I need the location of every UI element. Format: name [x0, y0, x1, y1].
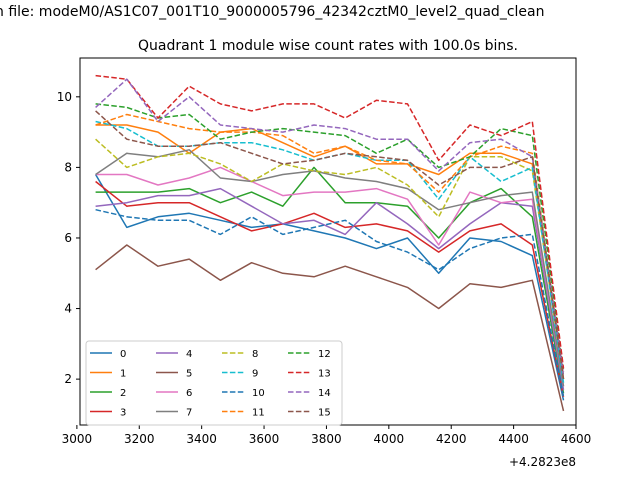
series-line-12: [95, 103, 565, 373]
y-tick-label: 2: [64, 372, 72, 386]
y-tick-label: 4: [64, 302, 72, 316]
legend-label-15: 15: [318, 408, 331, 419]
series-line-6: [95, 166, 565, 387]
legend-label-4: 4: [186, 349, 192, 360]
legend-label-10: 10: [252, 388, 265, 399]
legend-label-5: 5: [186, 369, 192, 380]
legend-label-13: 13: [318, 369, 331, 380]
series-line-7: [95, 149, 565, 387]
x-tick-label: 4600: [561, 432, 592, 446]
x-tick-label: 3400: [186, 432, 217, 446]
series-line-4: [95, 187, 565, 390]
series-line-0: [94, 174, 565, 401]
x-tick-label: 4200: [436, 432, 467, 446]
series-line-10: [95, 208, 565, 397]
x-tick-label: 4400: [498, 432, 529, 446]
series-line-15: [95, 110, 565, 380]
x-offset-label: +4.2823e8: [509, 455, 576, 469]
legend-label-8: 8: [252, 349, 258, 360]
y-tick-label: 10: [57, 90, 72, 104]
series-line-3: [95, 180, 565, 397]
legend-label-2: 2: [120, 388, 126, 399]
x-tick-label: 3200: [124, 432, 155, 446]
series-line-11: [95, 113, 565, 376]
x-tick-label: 3600: [249, 432, 280, 446]
series-line-13: [95, 74, 565, 369]
x-tick-label: 3000: [62, 432, 93, 446]
series-line-1: [95, 124, 565, 380]
series-line-5: [95, 244, 565, 412]
legend-label-0: 0: [120, 349, 126, 360]
legend-label-1: 1: [120, 369, 126, 380]
legend-label-6: 6: [186, 388, 192, 399]
legend-label-7: 7: [186, 408, 192, 419]
x-tick-label: 3800: [311, 432, 342, 446]
legend-label-3: 3: [120, 408, 126, 419]
y-tick-label: 8: [64, 160, 72, 174]
legend-label-12: 12: [318, 349, 331, 360]
chart-title: Quadrant 1 module wise count rates with …: [138, 38, 518, 54]
plot-area: [94, 74, 565, 412]
legend-box: [85, 340, 343, 426]
x-tick-label: 4000: [374, 432, 405, 446]
x-axis: 3000 3200 3400 3600 3800 4000 4200 4400 4600: [62, 425, 592, 446]
series-line-14: [95, 78, 565, 376]
y-axis: 2 4 6 8 10: [57, 90, 80, 386]
series-line-2: [95, 166, 565, 394]
legend-label-9: 9: [252, 369, 258, 380]
figure-suptitle: n file: modeM0/AS1C07_001T10_9000005796_…: [0, 4, 544, 20]
series-layer: [94, 74, 565, 412]
legend-label-11: 11: [252, 408, 265, 419]
series-line-8: [95, 138, 565, 380]
y-tick-label: 6: [64, 231, 72, 245]
legend-label-14: 14: [318, 388, 331, 399]
